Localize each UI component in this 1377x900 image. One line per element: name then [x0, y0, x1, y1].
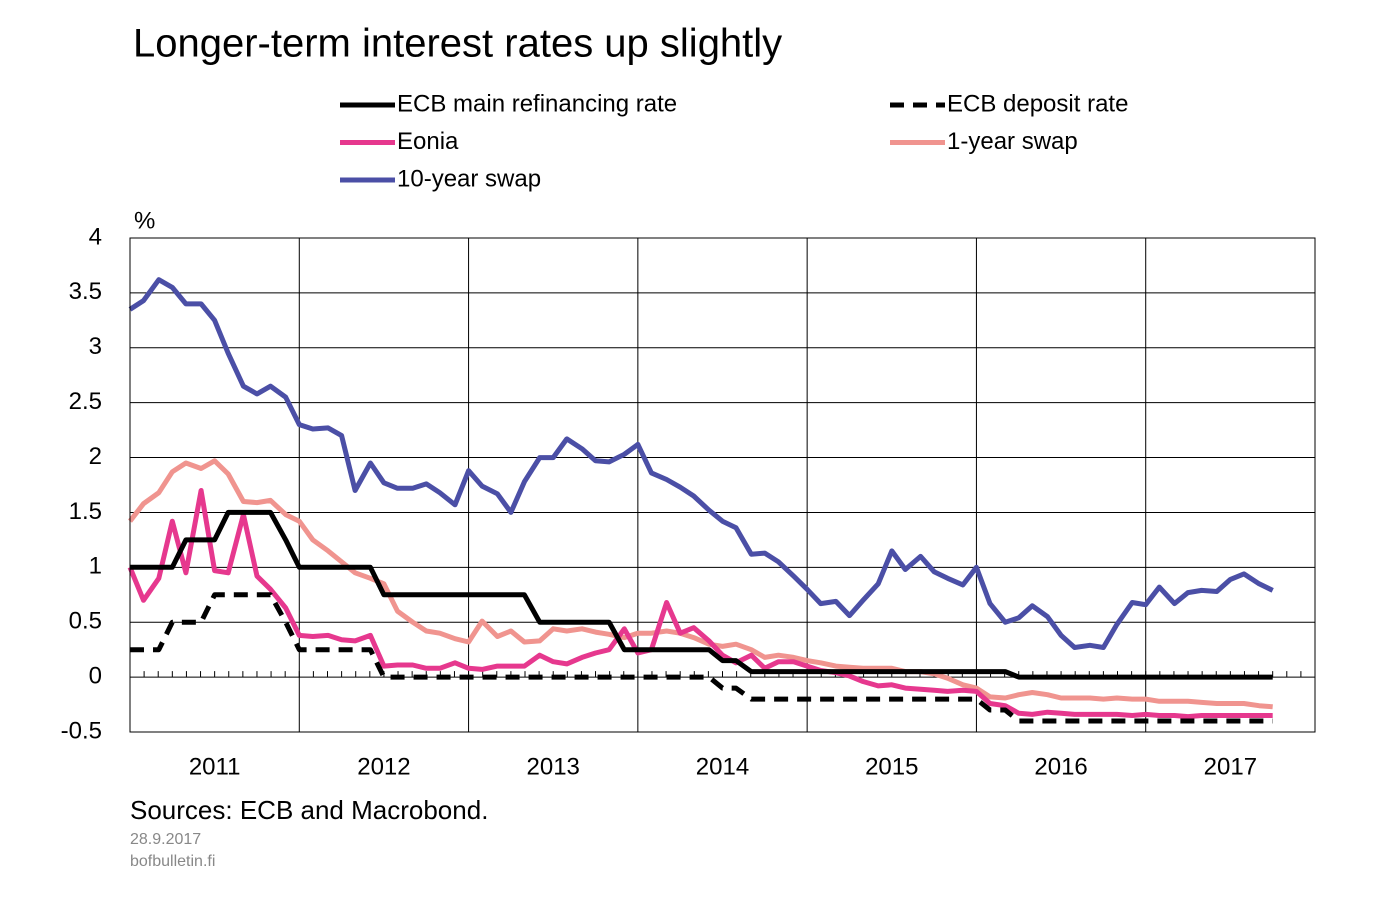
y-tick-label: 3.5 — [69, 278, 102, 305]
x-tick-label: 2017 — [1204, 753, 1257, 780]
series-line — [128, 277, 1274, 650]
legend-label: ECB deposit rate — [947, 90, 1128, 117]
x-tick-label: 2012 — [357, 753, 410, 780]
chart-title: Longer-term interest rates up slightly — [133, 22, 782, 66]
x-tick-label: 2013 — [527, 753, 580, 780]
y-tick-label: 3 — [89, 333, 102, 360]
y-unit: % — [134, 207, 155, 234]
x-tick-label: 2014 — [696, 753, 749, 780]
x-tick-label: 2016 — [1034, 753, 1087, 780]
series-line — [127, 488, 1273, 720]
plot-frame — [129, 237, 1316, 733]
y-tick-label: 2.5 — [69, 388, 102, 415]
legend-label: 1-year swap — [947, 128, 1078, 155]
x-tick-label: 2015 — [865, 753, 918, 780]
y-tick-label: 4 — [89, 223, 102, 250]
legend-label: ECB main refinancing rate — [397, 90, 677, 117]
source: Sources: ECB and Macrobond. — [130, 795, 488, 825]
y-tick-label: 2 — [89, 443, 102, 470]
y-tick-label: 1.5 — [69, 498, 102, 525]
y-tick-label: -0.5 — [61, 717, 102, 744]
y-tick-label: 0 — [89, 662, 102, 689]
series-line — [130, 592, 1273, 724]
y-tick-label: 1 — [89, 553, 102, 580]
legend-label: 10-year swap — [397, 165, 541, 192]
date: 28.9.2017 — [130, 831, 201, 848]
series-line — [130, 509, 1273, 680]
x-tick-label: 2011 — [189, 753, 241, 780]
site: bofbulletin.fi — [130, 853, 215, 870]
y-tick-label: 0.5 — [69, 608, 102, 635]
series-line — [128, 458, 1273, 710]
legend-label: Eonia — [397, 128, 459, 155]
